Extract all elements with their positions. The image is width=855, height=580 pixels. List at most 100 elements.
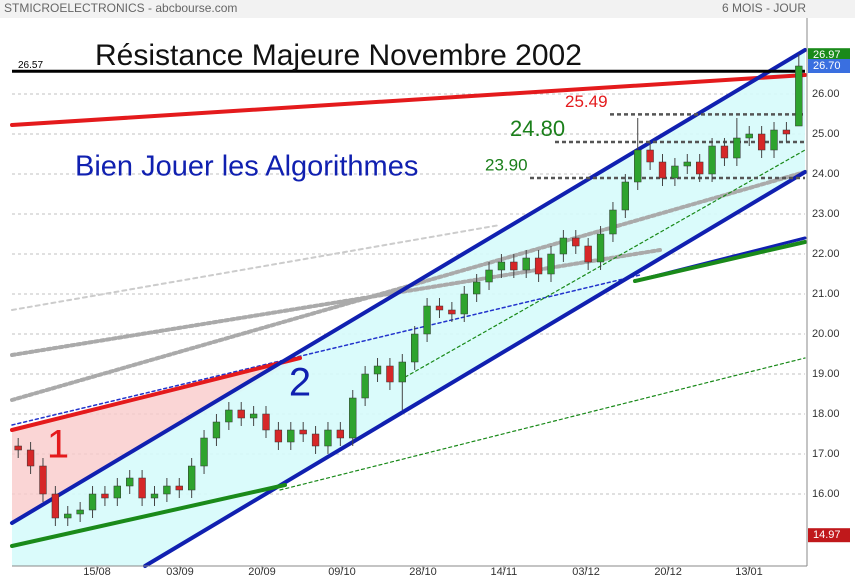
candle-body bbox=[497, 261, 506, 271]
price-tag bbox=[808, 48, 850, 63]
candle-body bbox=[745, 133, 753, 139]
candle-body bbox=[646, 149, 654, 163]
y-tick-label: 22.00 bbox=[812, 248, 840, 260]
header-bar bbox=[0, 0, 855, 18]
candle-body bbox=[634, 149, 642, 183]
candle-body bbox=[609, 209, 617, 235]
candle-body bbox=[249, 413, 258, 419]
y-tick-label: 24.00 bbox=[812, 168, 840, 180]
candle-body bbox=[113, 485, 121, 499]
candle-body bbox=[349, 397, 357, 439]
candle-body bbox=[472, 281, 481, 295]
x-tick-label: 20/12 bbox=[654, 566, 682, 578]
zone-label: 1 bbox=[47, 423, 69, 467]
x-tick-label: 14/11 bbox=[491, 566, 518, 578]
y-tick-label: 18.00 bbox=[812, 408, 840, 420]
candle-body bbox=[373, 365, 382, 375]
x-tick-label: 09/10 bbox=[328, 566, 356, 578]
price-tag bbox=[808, 528, 850, 543]
price-tag-label: 14.97 bbox=[813, 529, 841, 541]
candle-body bbox=[559, 237, 568, 255]
chart-title: Résistance Majeure Novembre 2002 bbox=[95, 39, 582, 72]
candle-body bbox=[101, 493, 109, 499]
candle-body bbox=[485, 269, 493, 283]
candle-body bbox=[671, 165, 679, 179]
candle-body bbox=[324, 429, 332, 447]
candle-body bbox=[733, 137, 741, 159]
candle-body bbox=[212, 421, 221, 439]
candle-body bbox=[658, 161, 667, 179]
candle-body bbox=[262, 413, 270, 431]
candle-body bbox=[398, 361, 406, 383]
level-label: 26.57 bbox=[18, 60, 43, 71]
candle-body bbox=[14, 445, 22, 451]
x-tick-label: 03/09 bbox=[166, 566, 194, 578]
candle-body bbox=[782, 129, 791, 135]
price-tag-label: 26.70 bbox=[813, 60, 841, 72]
candle-body bbox=[386, 365, 394, 383]
candle-body bbox=[683, 161, 691, 167]
y-tick-label: 19.00 bbox=[812, 368, 840, 380]
x-tick-label: 20/09 bbox=[248, 566, 276, 578]
level-label: 24.80 bbox=[510, 116, 565, 141]
candle-body bbox=[150, 493, 159, 499]
candle-body bbox=[51, 493, 60, 519]
y-tick-label: 16.00 bbox=[812, 488, 840, 500]
candle-body bbox=[596, 233, 605, 263]
channel-fill bbox=[12, 50, 805, 566]
y-tick-label: 23.00 bbox=[812, 208, 840, 220]
candle-body bbox=[336, 429, 345, 439]
candle-body bbox=[225, 409, 233, 423]
candle-body bbox=[361, 373, 369, 399]
candle-body bbox=[411, 333, 419, 363]
candle-body bbox=[795, 65, 803, 127]
candles bbox=[14, 54, 803, 526]
subtitle: Bien Jouer les Algorithmes bbox=[75, 151, 418, 183]
level-label: 23.90 bbox=[485, 155, 528, 174]
candle-body bbox=[126, 477, 134, 487]
level-label: 25.49 bbox=[565, 92, 608, 111]
axes: 16.00 17.00 18.00 19.00 20.00 21.00 22.00 23.00… bbox=[12, 18, 850, 578]
candle-body bbox=[76, 509, 84, 515]
candle-body bbox=[448, 309, 456, 315]
candle-body bbox=[138, 477, 146, 499]
candle-body bbox=[757, 133, 766, 151]
candle-body bbox=[175, 485, 183, 491]
x-tick-label: 28/10 bbox=[409, 566, 437, 578]
candle-body bbox=[770, 129, 778, 151]
candle-body bbox=[435, 305, 444, 311]
y-tick-label: 20.00 bbox=[812, 328, 840, 340]
candle-body bbox=[584, 245, 592, 263]
candle-body bbox=[188, 465, 196, 491]
zone-label: 2 bbox=[289, 361, 311, 405]
period: 6 MOIS - JOUR bbox=[722, 1, 806, 15]
candle-body bbox=[88, 493, 97, 511]
x-tick-label: 13/01 bbox=[735, 566, 763, 578]
candle-body bbox=[708, 145, 716, 175]
candle-body bbox=[237, 409, 245, 419]
candle-body bbox=[423, 305, 431, 335]
candle-body bbox=[522, 257, 530, 271]
candle-body bbox=[200, 437, 208, 467]
y-tick-label: 26.00 bbox=[812, 88, 840, 100]
candle-body bbox=[64, 513, 72, 519]
candle-body bbox=[510, 261, 518, 271]
candle-body bbox=[26, 449, 35, 467]
candle-body bbox=[621, 181, 629, 211]
y-tick-label: 17.00 bbox=[812, 448, 840, 460]
candle-body bbox=[311, 433, 320, 447]
candle-body bbox=[299, 429, 307, 435]
candle-body bbox=[287, 429, 295, 443]
price-tag bbox=[808, 59, 850, 73]
candle-body bbox=[720, 145, 729, 159]
y-tick-label: 21.00 bbox=[812, 288, 840, 300]
candle-body bbox=[274, 429, 283, 443]
price-tag-label: 26.97 bbox=[813, 49, 841, 61]
candle-body bbox=[534, 257, 543, 275]
source: STMICROELECTRONICS - abcbourse.com bbox=[4, 1, 237, 15]
candle-body bbox=[163, 485, 171, 495]
candle-body bbox=[572, 237, 580, 247]
candle-body bbox=[460, 293, 468, 315]
